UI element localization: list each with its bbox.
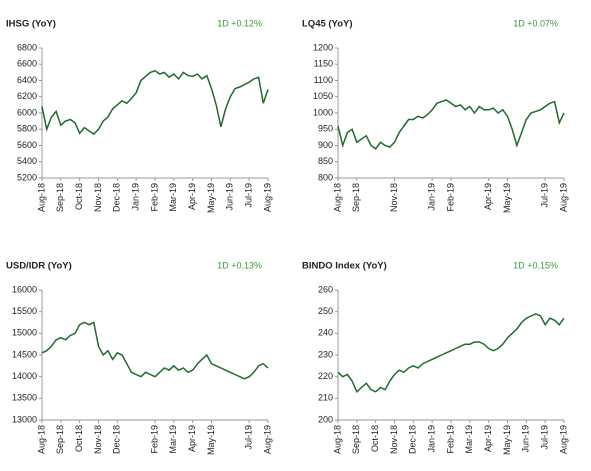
x-tick-label: Aug-18	[332, 425, 342, 454]
y-tick-label: 1150	[314, 59, 333, 69]
x-tick-label: Dec-18	[112, 183, 122, 212]
y-tick-label: 230	[318, 349, 333, 359]
series-line	[41, 69, 269, 136]
x-tick-label: Sep-18	[55, 183, 65, 212]
x-tick-label: Feb-19	[149, 183, 159, 212]
x-tick-label: Apr-19	[483, 425, 493, 452]
x-tick-label: Feb-19	[445, 183, 455, 212]
y-tick-label: 200	[318, 414, 333, 424]
chart-title: BINDO Index (YoY)	[302, 261, 387, 272]
x-tick-label: Sep-18	[55, 425, 65, 454]
x-tick-label: Nov-18	[389, 183, 399, 212]
series-line	[41, 321, 269, 380]
x-tick-label: Oct-18	[74, 425, 84, 452]
x-tick-label: May-19	[502, 183, 512, 213]
x-tick-label: Mar-19	[464, 425, 474, 454]
change-annotation: 1D +0.13%	[217, 260, 262, 270]
x-tick-label: Aug-18	[332, 183, 342, 212]
x-tick-label: Mar-19	[168, 183, 178, 212]
y-tick-label: 260	[318, 284, 333, 294]
x-tick-label: Oct-18	[74, 183, 84, 210]
x-tick-label: May-19	[206, 425, 216, 455]
series-line	[337, 312, 565, 394]
change-annotation: 1D +0.15%	[513, 260, 558, 270]
y-tick-label: 5400	[17, 156, 37, 166]
x-tick-label: Aug-19	[558, 425, 568, 454]
chart-title: USD/IDR (YoY)	[6, 261, 72, 272]
x-tick-label: Jul-19	[540, 183, 550, 208]
x-tick-label: Dec-18	[408, 425, 418, 454]
y-tick-label: 220	[318, 371, 333, 381]
y-tick-label: 240	[318, 328, 333, 338]
x-tick-label: Aug-19	[262, 183, 272, 212]
x-tick-label: Apr-19	[187, 183, 197, 210]
x-tick-label: Nov-18	[93, 183, 103, 212]
y-tick-label: 13000	[12, 414, 37, 424]
series-line	[337, 99, 565, 150]
chart-title: LQ45 (YoY)	[302, 19, 353, 30]
x-tick-label: Dec-18	[112, 425, 122, 454]
x-tick-label: Jan-19	[427, 425, 437, 453]
x-tick-label: Aug-19	[262, 425, 272, 454]
x-tick-label: May-19	[206, 183, 216, 213]
y-tick-label: 950	[318, 124, 333, 134]
x-tick-label: Aug-18	[36, 425, 46, 454]
y-tick-label: 13500	[12, 393, 37, 403]
x-tick-label: Apr-19	[483, 183, 493, 210]
x-tick-label: Aug-19	[558, 183, 568, 212]
y-tick-label: 6800	[17, 42, 37, 52]
chart-title: IHSG (YoY)	[6, 19, 56, 30]
x-tick-label: Jun-19	[521, 425, 531, 453]
y-tick-label: 6000	[17, 107, 37, 117]
y-tick-label: 6200	[17, 91, 37, 101]
y-tick-label: 6600	[17, 59, 37, 69]
y-tick-label: 850	[318, 156, 333, 166]
x-tick-label: Jul-19	[244, 183, 254, 208]
y-tick-label: 5800	[17, 124, 37, 134]
x-tick-label: Sep-18	[351, 425, 361, 454]
y-tick-label: 5600	[17, 140, 37, 150]
y-tick-label: 210	[318, 393, 333, 403]
y-tick-label: 900	[318, 140, 333, 150]
y-tick-label: 1200	[313, 42, 333, 52]
y-tick-label: 250	[318, 306, 333, 316]
x-tick-label: Feb-19	[149, 425, 159, 454]
y-tick-label: 15500	[12, 306, 37, 316]
x-tick-label: Feb-19	[445, 425, 455, 454]
change-annotation: 1D +0.07%	[513, 18, 558, 28]
x-tick-label: Jul-19	[540, 425, 550, 450]
x-tick-label: Sep-18	[351, 183, 361, 212]
x-tick-label: Oct-18	[370, 425, 380, 452]
y-tick-label: 16000	[12, 284, 37, 294]
x-tick-label: Jul-19	[244, 425, 254, 450]
y-tick-label: 800	[318, 172, 333, 182]
x-tick-label: Jun-19	[225, 183, 235, 211]
x-tick-label: Nov-18	[93, 425, 103, 454]
y-tick-label: 14500	[12, 349, 37, 359]
y-tick-label: 5200	[17, 172, 37, 182]
x-tick-label: Apr-19	[187, 425, 197, 452]
x-tick-label: Jan-19	[427, 183, 437, 211]
x-tick-label: Aug-18	[36, 183, 46, 212]
x-tick-label: Mar-19	[168, 425, 178, 454]
x-tick-label: Nov-18	[389, 425, 399, 454]
y-tick-label: 1100	[314, 75, 333, 85]
y-tick-label: 14000	[12, 371, 37, 381]
y-tick-label: 15000	[12, 328, 37, 338]
y-tick-label: 1000	[313, 107, 333, 117]
change-annotation: 1D +0.12%	[217, 18, 262, 28]
y-tick-label: 6400	[17, 75, 37, 85]
x-tick-label: Jan-19	[131, 183, 141, 211]
x-tick-label: May-19	[502, 425, 512, 455]
y-tick-label: 1050	[313, 91, 333, 101]
